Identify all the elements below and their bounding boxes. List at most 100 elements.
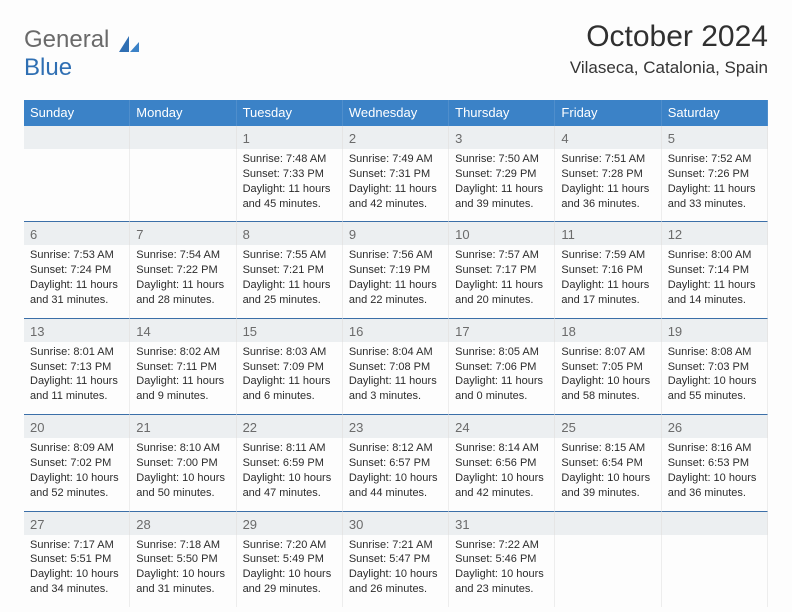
day-detail-cell: Sunrise: 7:55 AMSunset: 7:21 PMDaylight:… — [237, 245, 343, 317]
daylight-text: Daylight: 11 hours and 3 minutes. — [349, 374, 442, 404]
sunset-text: Sunset: 6:59 PM — [243, 456, 336, 471]
day-detail-cell: Sunrise: 8:10 AMSunset: 7:00 PMDaylight:… — [130, 438, 236, 510]
sunset-text: Sunset: 6:54 PM — [561, 456, 654, 471]
week-number-row: 6789101112 — [24, 221, 768, 245]
day-number-cell: 9 — [343, 221, 449, 245]
sunset-text: Sunset: 6:56 PM — [455, 456, 548, 471]
sunrise-text: Sunrise: 7:51 AM — [561, 152, 654, 167]
day-number-cell: 10 — [449, 221, 555, 245]
sunset-text: Sunset: 7:19 PM — [349, 263, 442, 278]
daylight-text: Daylight: 10 hours and 26 minutes. — [349, 567, 442, 597]
sunrise-text: Sunrise: 8:01 AM — [30, 345, 123, 360]
sunset-text: Sunset: 7:14 PM — [668, 263, 761, 278]
day-detail-cell: Sunrise: 8:05 AMSunset: 7:06 PMDaylight:… — [449, 342, 555, 414]
day-number-cell: 30 — [343, 511, 449, 535]
sunrise-text: Sunrise: 8:05 AM — [455, 345, 548, 360]
month-title: October 2024 — [570, 20, 768, 54]
daylight-text: Daylight: 11 hours and 42 minutes. — [349, 182, 442, 212]
page-header: General Blue October 2024 Vilaseca, Cata… — [24, 20, 768, 82]
day-detail-cell: Sunrise: 8:08 AMSunset: 7:03 PMDaylight:… — [662, 342, 768, 414]
week-number-row: 20212223242526 — [24, 414, 768, 438]
day-number-cell: 20 — [24, 414, 130, 438]
day-number-cell: 26 — [662, 414, 768, 438]
day-detail-cell — [555, 535, 661, 607]
sunrise-text: Sunrise: 7:56 AM — [349, 248, 442, 263]
day-number-cell: 19 — [662, 318, 768, 342]
sunrise-text: Sunrise: 7:59 AM — [561, 248, 654, 263]
logo-text-blue: Blue — [24, 54, 72, 81]
day-header-thursday: Thursday — [449, 100, 555, 126]
day-number-cell — [24, 126, 130, 149]
day-detail-cell: Sunrise: 7:51 AMSunset: 7:28 PMDaylight:… — [555, 149, 661, 221]
day-detail-cell: Sunrise: 7:53 AMSunset: 7:24 PMDaylight:… — [24, 245, 130, 317]
day-detail-cell: Sunrise: 7:18 AMSunset: 5:50 PMDaylight:… — [130, 535, 236, 607]
sunset-text: Sunset: 6:53 PM — [668, 456, 761, 471]
logo-sail-icon — [118, 35, 140, 53]
sunset-text: Sunset: 5:51 PM — [30, 552, 123, 567]
day-number-cell: 1 — [237, 126, 343, 149]
daylight-text: Daylight: 11 hours and 25 minutes. — [243, 278, 336, 308]
day-number-cell: 23 — [343, 414, 449, 438]
sunset-text: Sunset: 7:22 PM — [136, 263, 229, 278]
sunset-text: Sunset: 5:46 PM — [455, 552, 548, 567]
day-detail-cell: Sunrise: 8:11 AMSunset: 6:59 PMDaylight:… — [237, 438, 343, 510]
sunrise-text: Sunrise: 8:02 AM — [136, 345, 229, 360]
day-detail-cell: Sunrise: 8:09 AMSunset: 7:02 PMDaylight:… — [24, 438, 130, 510]
day-number-cell: 22 — [237, 414, 343, 438]
sunrise-text: Sunrise: 7:49 AM — [349, 152, 442, 167]
day-number-cell: 4 — [555, 126, 661, 149]
day-number-cell: 14 — [130, 318, 236, 342]
sunrise-text: Sunrise: 8:03 AM — [243, 345, 336, 360]
day-number-cell: 12 — [662, 221, 768, 245]
week-detail-row: Sunrise: 7:17 AMSunset: 5:51 PMDaylight:… — [24, 535, 768, 607]
calendar: SundayMondayTuesdayWednesdayThursdayFrid… — [24, 100, 768, 607]
sunrise-text: Sunrise: 8:08 AM — [668, 345, 761, 360]
day-detail-cell: Sunrise: 7:50 AMSunset: 7:29 PMDaylight:… — [449, 149, 555, 221]
day-detail-cell: Sunrise: 7:54 AMSunset: 7:22 PMDaylight:… — [130, 245, 236, 317]
week-detail-row: Sunrise: 8:09 AMSunset: 7:02 PMDaylight:… — [24, 438, 768, 510]
day-number-cell: 11 — [555, 221, 661, 245]
day-detail-cell: Sunrise: 7:57 AMSunset: 7:17 PMDaylight:… — [449, 245, 555, 317]
daylight-text: Daylight: 10 hours and 29 minutes. — [243, 567, 336, 597]
day-number-cell: 8 — [237, 221, 343, 245]
sunrise-text: Sunrise: 7:57 AM — [455, 248, 548, 263]
sunrise-text: Sunrise: 8:11 AM — [243, 441, 336, 456]
daylight-text: Daylight: 11 hours and 0 minutes. — [455, 374, 548, 404]
sunset-text: Sunset: 7:06 PM — [455, 360, 548, 375]
daylight-text: Daylight: 10 hours and 23 minutes. — [455, 567, 548, 597]
daylight-text: Daylight: 11 hours and 9 minutes. — [136, 374, 229, 404]
day-detail-cell: Sunrise: 8:14 AMSunset: 6:56 PMDaylight:… — [449, 438, 555, 510]
daylight-text: Daylight: 11 hours and 20 minutes. — [455, 278, 548, 308]
sunrise-text: Sunrise: 7:52 AM — [668, 152, 761, 167]
day-number-cell: 25 — [555, 414, 661, 438]
day-header-row: SundayMondayTuesdayWednesdayThursdayFrid… — [24, 100, 768, 126]
sunset-text: Sunset: 7:26 PM — [668, 167, 761, 182]
sunrise-text: Sunrise: 7:53 AM — [30, 248, 123, 263]
day-header-sunday: Sunday — [24, 100, 130, 126]
sunset-text: Sunset: 7:16 PM — [561, 263, 654, 278]
daylight-text: Daylight: 11 hours and 39 minutes. — [455, 182, 548, 212]
day-number-cell: 7 — [130, 221, 236, 245]
sunrise-text: Sunrise: 8:16 AM — [668, 441, 761, 456]
sunset-text: Sunset: 7:03 PM — [668, 360, 761, 375]
day-number-cell: 31 — [449, 511, 555, 535]
day-detail-cell — [662, 535, 768, 607]
logo-text-general: General — [24, 26, 109, 53]
daylight-text: Daylight: 10 hours and 44 minutes. — [349, 471, 442, 501]
calendar-body: 12345Sunrise: 7:48 AMSunset: 7:33 PMDayl… — [24, 126, 768, 607]
logo: General Blue — [24, 26, 140, 82]
daylight-text: Daylight: 10 hours and 34 minutes. — [30, 567, 123, 597]
day-detail-cell: Sunrise: 7:20 AMSunset: 5:49 PMDaylight:… — [237, 535, 343, 607]
sunset-text: Sunset: 7:33 PM — [243, 167, 336, 182]
day-detail-cell: Sunrise: 7:22 AMSunset: 5:46 PMDaylight:… — [449, 535, 555, 607]
sunrise-text: Sunrise: 7:20 AM — [243, 538, 336, 553]
day-header-monday: Monday — [130, 100, 236, 126]
day-number-cell — [555, 511, 661, 535]
sunrise-text: Sunrise: 7:50 AM — [455, 152, 548, 167]
day-detail-cell: Sunrise: 8:04 AMSunset: 7:08 PMDaylight:… — [343, 342, 449, 414]
sunset-text: Sunset: 7:09 PM — [243, 360, 336, 375]
week-number-row: 13141516171819 — [24, 318, 768, 342]
week-number-row: 2728293031 — [24, 511, 768, 535]
daylight-text: Daylight: 10 hours and 36 minutes. — [668, 471, 761, 501]
day-number-cell: 18 — [555, 318, 661, 342]
